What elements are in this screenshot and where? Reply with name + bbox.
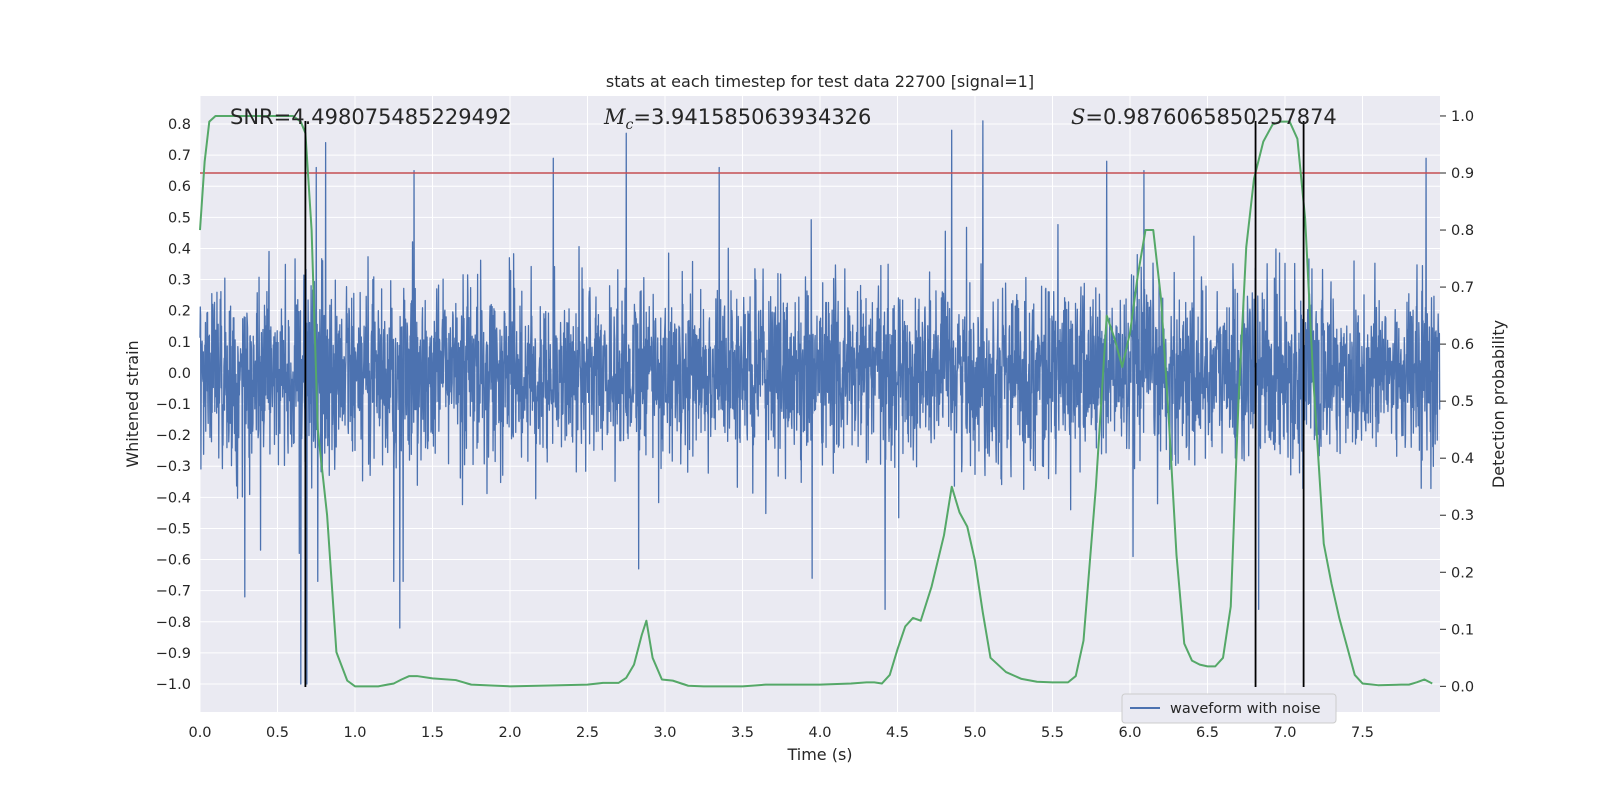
chirp-mass-annotation: Mc=3.941585063934326 — [603, 105, 871, 133]
y-right-tick-label: 0.6 — [1451, 337, 1474, 353]
s-symbol: S — [1071, 105, 1085, 129]
x-tick-label: 1.0 — [343, 725, 366, 741]
y-left-tick-label: 0.2 — [168, 304, 191, 320]
y-left-tick-label: −0.6 — [156, 553, 191, 569]
y-left-tick-label: −0.7 — [156, 584, 191, 600]
y-right-tick-label: 0.0 — [1451, 679, 1474, 695]
x-axis-ticks: 0.0 0.5 1.0 1.5 2.0 2.5 3.0 3.5 4.0 4.5 5.0 5.5 6.0 6… — [188, 725, 1374, 741]
y-left-tick-label: 0.5 — [168, 210, 191, 226]
y-left-tick-label: −0.5 — [156, 521, 191, 537]
y-left-tick-label: −0.9 — [156, 646, 191, 662]
y-axis-left-label: Whitened strain — [123, 340, 142, 467]
x-tick-label: 3.5 — [731, 725, 754, 741]
y-axis-left-ticks: 0.8 0.7 0.6 0.5 0.4 0.3 0.2 0.1 0.0 −0.1 −0.2 −0.3 −… — [156, 117, 191, 693]
chirp-mass-subscript: c — [626, 117, 634, 133]
chirp-mass-value: =3.941585063934326 — [633, 105, 871, 129]
legend-label-waveform: waveform with noise — [1170, 701, 1321, 717]
y-right-tick-label: 0.8 — [1451, 223, 1474, 239]
x-tick-label: 2.0 — [498, 725, 521, 741]
legend-box — [1121, 693, 1337, 724]
y-left-tick-label: −0.3 — [156, 459, 191, 475]
s-annotation: S=0.9876065850257874 — [1071, 105, 1337, 129]
y-left-tick-label: −0.2 — [156, 428, 191, 444]
y-right-tick-label: 0.3 — [1451, 508, 1474, 524]
y-left-tick-label: −0.1 — [156, 397, 191, 413]
snr-annotation: SNR=4.498075485229492 — [230, 105, 512, 129]
y-right-tick-label: 0.9 — [1451, 166, 1474, 182]
x-axis-label: Time (s) — [786, 745, 852, 764]
y-left-tick-label: 0.0 — [168, 366, 191, 382]
y-axis-right-ticks: 1.0 0.9 0.8 0.7 0.6 0.5 0.4 0.3 0.2 0.1 0.0 — [1440, 109, 1474, 695]
x-tick-label: 0.0 — [188, 725, 211, 741]
y-right-tick-label: 0.1 — [1451, 622, 1474, 638]
y-left-tick-label: −0.4 — [156, 490, 191, 506]
waveform-layer — [199, 120, 1441, 685]
x-tick-label: 7.5 — [1351, 725, 1374, 741]
y-left-tick-label: 0.3 — [168, 273, 191, 289]
y-left-tick-label: −0.8 — [156, 615, 191, 631]
x-tick-label: 5.0 — [963, 725, 986, 741]
legend: waveform with noise — [1121, 693, 1337, 724]
x-tick-label: 1.5 — [421, 725, 444, 741]
x-tick-label: 6.5 — [1196, 725, 1219, 741]
vertical-lines-layer — [304, 121, 1305, 687]
x-tick-label: 5.5 — [1041, 725, 1064, 741]
y-right-tick-label: 1.0 — [1451, 109, 1474, 125]
x-tick-label: 7.0 — [1273, 725, 1296, 741]
x-tick-label: 2.5 — [576, 725, 599, 741]
y-right-tick-label: 0.2 — [1451, 565, 1474, 581]
detection-probability-line — [199, 114, 1433, 688]
x-tick-label: 4.0 — [808, 725, 831, 741]
s-value: =0.9876065850257874 — [1085, 105, 1336, 129]
y-left-tick-label: −1.0 — [156, 677, 191, 693]
chart-title: stats at each timestep for test data 227… — [606, 72, 1034, 91]
chirp-mass-symbol: M — [603, 105, 626, 129]
y-right-tick-label: 0.5 — [1451, 394, 1474, 410]
x-tick-label: 0.5 — [266, 725, 289, 741]
y-left-tick-label: 0.4 — [168, 241, 191, 257]
waveform-series-line — [199, 120, 1441, 685]
y-left-tick-label: 0.6 — [168, 179, 191, 195]
probability-layer — [199, 114, 1433, 688]
x-tick-label: 4.5 — [886, 725, 909, 741]
x-tick-label: 3.0 — [653, 725, 676, 741]
y-axis-right-label: Detection probability — [1489, 320, 1508, 488]
y-right-tick-label: 0.7 — [1451, 280, 1474, 296]
y-left-tick-label: 0.7 — [168, 148, 191, 164]
y-right-tick-label: 0.4 — [1451, 451, 1474, 467]
y-left-tick-label: 0.1 — [168, 335, 191, 351]
x-tick-label: 6.0 — [1118, 725, 1141, 741]
y-left-tick-label: 0.8 — [168, 117, 191, 133]
